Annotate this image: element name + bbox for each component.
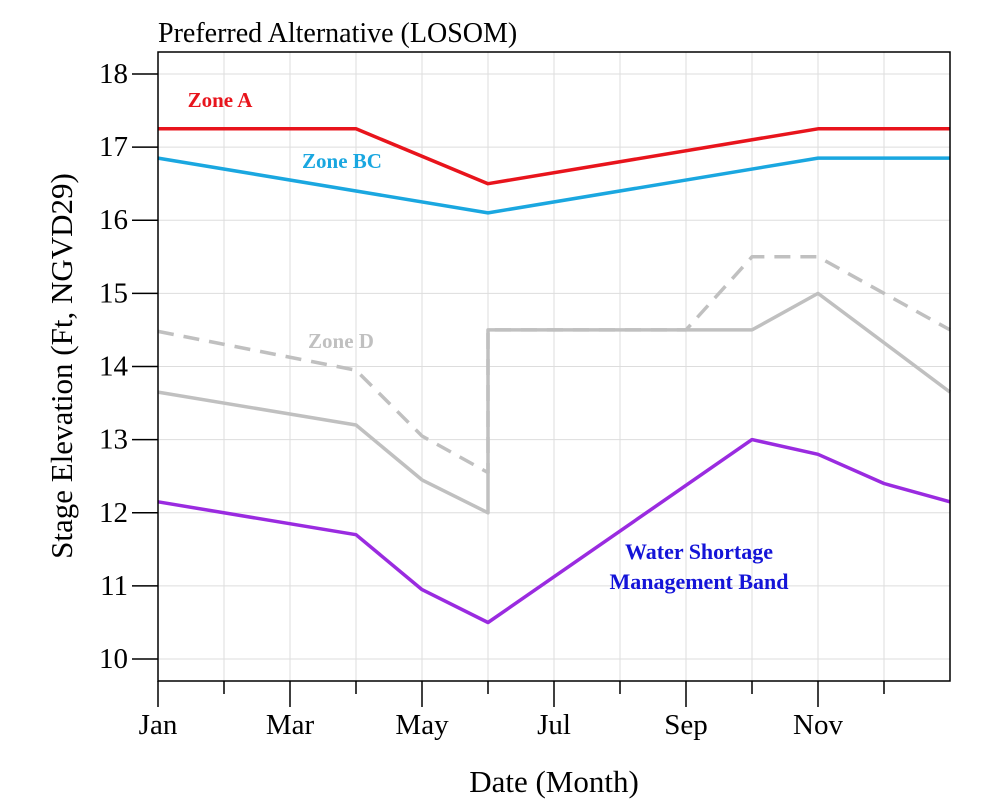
annotation-wsm-line2: Management Band [609,569,788,594]
annotation-wsm-line1: Water Shortage [625,539,773,564]
y-tick-label: 13 [99,424,128,456]
annotation-zone-d: Zone D [308,329,374,353]
annotation-zone-a: Zone A [188,88,254,112]
y-tick-label: 15 [99,277,128,309]
x-tick-label: May [395,709,449,741]
annotation-zone-bc: Zone BC [302,149,382,173]
series-line-water-shortage-management-band [157,437,951,625]
x-tick-label: Jul [537,709,571,741]
x-tick-label: Nov [793,709,843,741]
y-axis: 10 11 12 13 14 15 16 17 18 [99,58,158,675]
y-tick-label: 10 [99,643,128,675]
chart-title: Preferred Alternative (LOSOM) [158,18,517,49]
series-line-unlabeled-3 [157,291,952,515]
x-tick-label: Sep [664,709,708,741]
series-lines [157,127,952,625]
series-line-zone-a [158,127,950,186]
annotations: Zone A Zone BC Zone D Water Shortage Man… [188,88,789,594]
series-line-zone-bc [157,156,950,215]
y-axis-label: Stage Elevation (Ft, NGVD29) [44,173,79,559]
x-tick-label: Mar [266,709,315,741]
x-axis-label: Date (Month) [469,764,639,799]
y-tick-label: 17 [99,131,128,163]
x-tick-label: Jan [139,709,178,741]
x-axis: Jan Mar May Jul Sep Nov [139,681,885,741]
y-tick-label: 11 [100,570,128,602]
y-tick-label: 14 [99,351,129,383]
grid [157,52,950,681]
y-tick-label: 18 [99,58,128,90]
y-tick-label: 16 [99,204,128,236]
y-tick-label: 12 [99,497,128,529]
